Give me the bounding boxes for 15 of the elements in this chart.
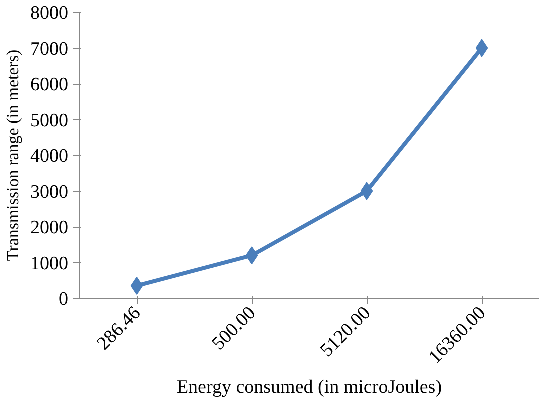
y-axis-title: Transmission range (in meters) bbox=[4, 50, 22, 262]
point bbox=[360, 182, 374, 200]
y-tick-label: 4000 bbox=[30, 146, 68, 167]
y-tick-label: 6000 bbox=[30, 74, 68, 96]
point bbox=[130, 276, 144, 295]
point bbox=[476, 39, 488, 58]
x-axis-title: Energy consumed (in microJoules) bbox=[176, 377, 442, 398]
y-tick-label: 1000 bbox=[30, 253, 68, 274]
y-tick-label: 0 bbox=[59, 289, 68, 310]
y-tick-label: 3000 bbox=[30, 182, 68, 203]
point bbox=[246, 246, 258, 265]
y-tick-label: 5000 bbox=[30, 110, 68, 132]
y-tick-label: 8000 bbox=[30, 3, 68, 24]
y-tick-label: 2000 bbox=[30, 218, 68, 238]
y-tick-label: 7000 bbox=[30, 38, 68, 60]
